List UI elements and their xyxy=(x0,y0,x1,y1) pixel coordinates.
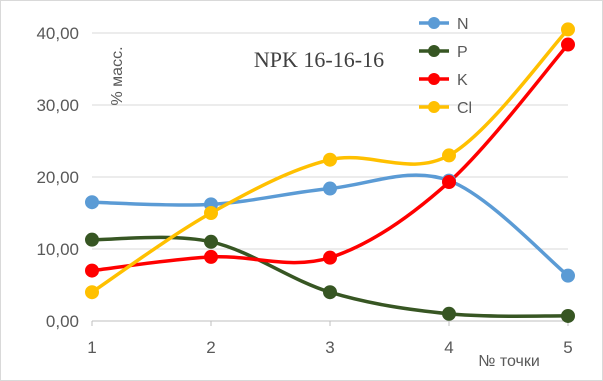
y-axis-title: % масс. xyxy=(109,46,126,105)
legend-label-Cl: Cl xyxy=(457,100,472,117)
legend-label-N: N xyxy=(457,16,469,33)
x-tick-label-4: 5 xyxy=(563,338,572,357)
data-point-P-3 xyxy=(323,285,337,300)
legend-label-P: P xyxy=(457,44,468,61)
data-point-P-1 xyxy=(85,232,99,247)
x-tick-label-1: 2 xyxy=(206,338,215,357)
data-point-K-4 xyxy=(442,175,456,190)
y-tick-label-3: 30,00 xyxy=(36,96,79,115)
x-tick-label-3: 4 xyxy=(444,338,453,357)
data-point-Cl-5 xyxy=(561,22,575,37)
series-lines xyxy=(90,27,570,318)
data-point-K-2 xyxy=(204,249,218,264)
tick-labels: 0,00 10,00 20,00 30,00 40,00 1 2 3 4 5 xyxy=(36,24,572,357)
data-point-P-2 xyxy=(204,234,218,249)
y-tick-label-1: 10,00 xyxy=(36,240,79,259)
data-point-K-1 xyxy=(85,263,99,278)
data-point-Cl-1 xyxy=(85,285,99,300)
x-tick-label-0: 1 xyxy=(87,338,96,357)
y-tick-label-4: 40,00 xyxy=(36,24,79,43)
chart-title: NPK 16-16-16 xyxy=(254,47,384,72)
legend-marker-K xyxy=(428,73,440,85)
data-point-P-5 xyxy=(561,308,575,323)
axes xyxy=(91,320,569,326)
y-tick-label-0: 0,00 xyxy=(46,312,79,331)
y-tick-label-2: 20,00 xyxy=(36,168,79,187)
data-point-K-5 xyxy=(561,37,575,52)
legend-marker-Cl xyxy=(428,101,440,113)
data-point-N-5 xyxy=(561,268,575,283)
data-point-Cl-2 xyxy=(204,206,218,220)
data-point-K-3 xyxy=(323,250,337,265)
data-point-N-1 xyxy=(85,195,99,210)
legend-marker-P xyxy=(428,45,440,57)
legend-marker-N xyxy=(428,17,440,29)
legend-label-K: K xyxy=(457,72,468,89)
x-axis-title: № точки xyxy=(478,353,540,370)
data-point-P-4 xyxy=(442,306,456,321)
data-point-Cl-4 xyxy=(442,148,456,163)
legend: NPK Cl xyxy=(419,16,472,117)
series-points xyxy=(85,22,575,323)
data-point-Cl-3 xyxy=(323,152,337,167)
gridlines xyxy=(92,32,568,250)
x-tick-label-2: 3 xyxy=(325,338,334,357)
data-point-N-3 xyxy=(323,181,337,196)
